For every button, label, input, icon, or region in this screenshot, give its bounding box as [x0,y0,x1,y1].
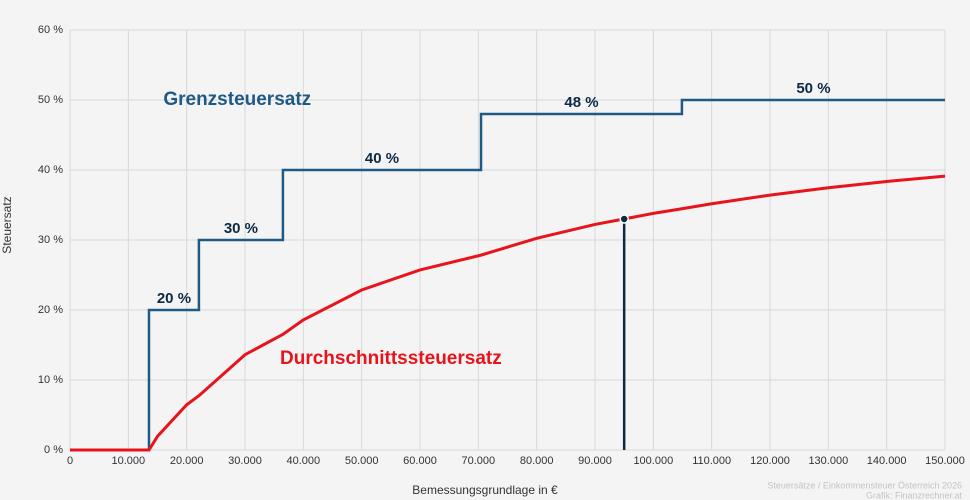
y-tick-label: 20 % [38,304,63,316]
x-tick-label: 130.000 [808,455,848,467]
x-tick-label: 30.000 [228,455,262,467]
x-tick-label: 150.000 [925,455,965,467]
legend-label: Durchschnittssteuersatz [280,348,502,369]
x-tick-label: 20.000 [170,455,204,467]
y-tick-label: 50 % [38,94,63,106]
x-tick-label: 120.000 [750,455,790,467]
series-line [70,98,945,452]
step-label: 50 % [796,80,830,97]
x-tick-label: 80.000 [520,455,554,467]
y-tick-label: 0 % [44,444,63,456]
step-label: 30 % [224,220,258,237]
footer-text: Steuersätze / Einkommensteuer Österreich… [767,480,962,490]
step-label: 48 % [564,94,598,111]
y-tick-label: 60 % [38,24,63,36]
y-tick-label: 10 % [38,374,63,386]
x-tick-label: 0 [67,455,73,467]
x-tick-label: 10.000 [112,455,146,467]
footer-text: Grafik: Finanzrechner.at [866,490,963,500]
x-tick-label: 60.000 [403,455,437,467]
step-label: 20 % [157,290,191,307]
x-axis-label: Bemessungsgrundlage in € [412,483,558,497]
y-tick-label: 30 % [38,234,63,246]
x-tick-label: 40.000 [287,455,321,467]
x-tick-label: 140.000 [867,455,907,467]
x-tick-label: 70.000 [462,455,496,467]
y-tick-label: 40 % [38,164,63,176]
step-label: 40 % [365,150,399,167]
x-tick-label: 100.000 [633,455,673,467]
marker-point [619,214,629,224]
x-tick-label: 50.000 [345,455,379,467]
x-tick-label: 90.000 [578,455,612,467]
legend-label: Grenzsteuersatz [163,89,311,110]
series-line [70,174,946,452]
x-tick-label: 110.000 [692,455,731,467]
y-axis-label: Steuersatz [0,196,14,253]
